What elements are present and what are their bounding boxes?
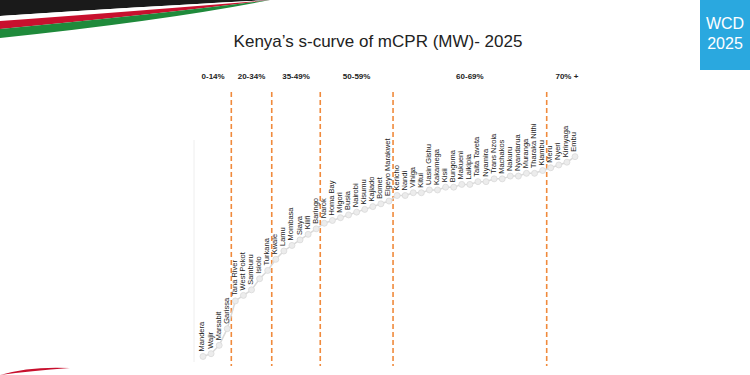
county-point xyxy=(354,209,360,215)
band-boundary xyxy=(319,92,321,366)
county-point xyxy=(523,170,529,176)
county-point xyxy=(281,248,287,254)
county-point xyxy=(443,184,449,190)
county-point xyxy=(257,276,263,282)
county-label: Embu xyxy=(570,132,579,152)
county-point xyxy=(232,298,238,304)
county-point xyxy=(208,351,214,357)
county-point xyxy=(394,193,400,199)
county-point xyxy=(265,267,271,273)
decor-red xyxy=(0,0,270,29)
county-point xyxy=(556,162,562,168)
county-point xyxy=(540,168,546,174)
county-point xyxy=(378,201,384,207)
county-point xyxy=(475,179,481,185)
county-point xyxy=(273,256,279,262)
county-point xyxy=(491,176,497,182)
county-point xyxy=(418,190,424,196)
county-point xyxy=(337,215,343,221)
county-point xyxy=(564,159,570,165)
county-point xyxy=(410,190,416,196)
band-label: 60-69% xyxy=(456,72,484,81)
county-point xyxy=(467,181,473,187)
county-label: Garissa xyxy=(222,297,231,324)
county-point xyxy=(499,176,505,182)
county-point xyxy=(548,165,554,171)
county-point xyxy=(532,170,538,176)
band-boundary xyxy=(231,92,233,366)
county-point xyxy=(426,187,432,193)
county-point xyxy=(346,212,352,218)
band-boundary xyxy=(392,92,394,366)
title: Kenya’s s-curve of mCPR (MW)- 2025 xyxy=(234,32,523,51)
county-point xyxy=(216,342,222,348)
county-point xyxy=(572,154,578,160)
band-label: 50-59% xyxy=(343,72,371,81)
county-point xyxy=(224,326,230,332)
county-point xyxy=(321,220,327,226)
band-label: 20-34% xyxy=(238,72,266,81)
county-point xyxy=(313,226,319,232)
county-point xyxy=(289,242,295,248)
county-point xyxy=(329,217,335,223)
decor-green xyxy=(0,0,270,38)
county-point xyxy=(386,198,392,204)
badge-text: 2025 xyxy=(707,35,743,52)
county-point xyxy=(370,204,376,210)
county-point xyxy=(507,173,513,179)
badge xyxy=(700,0,750,70)
county-point xyxy=(200,353,206,359)
y-axis-line xyxy=(194,140,195,362)
decor-bottom xyxy=(0,368,70,375)
county-point xyxy=(515,173,521,179)
band-label: 70% + xyxy=(555,72,578,81)
county-point xyxy=(240,292,246,298)
band-label: 0-14% xyxy=(202,72,225,81)
county-point xyxy=(435,187,441,193)
band-boundary xyxy=(271,92,273,366)
county-point xyxy=(402,193,408,199)
county-point xyxy=(297,237,303,243)
chart-canvas: WCD 2025 Kenya’s s-curve of mCPR (MW)- 202… xyxy=(0,0,750,375)
county-point xyxy=(305,231,311,237)
county-point xyxy=(362,206,368,212)
band-label: 35-49% xyxy=(282,72,310,81)
badge-text: WCD xyxy=(706,15,744,32)
county-point xyxy=(483,179,489,185)
county-point xyxy=(249,287,255,293)
county-point xyxy=(451,184,457,190)
band-boundary xyxy=(546,92,548,366)
county-point xyxy=(459,181,465,187)
